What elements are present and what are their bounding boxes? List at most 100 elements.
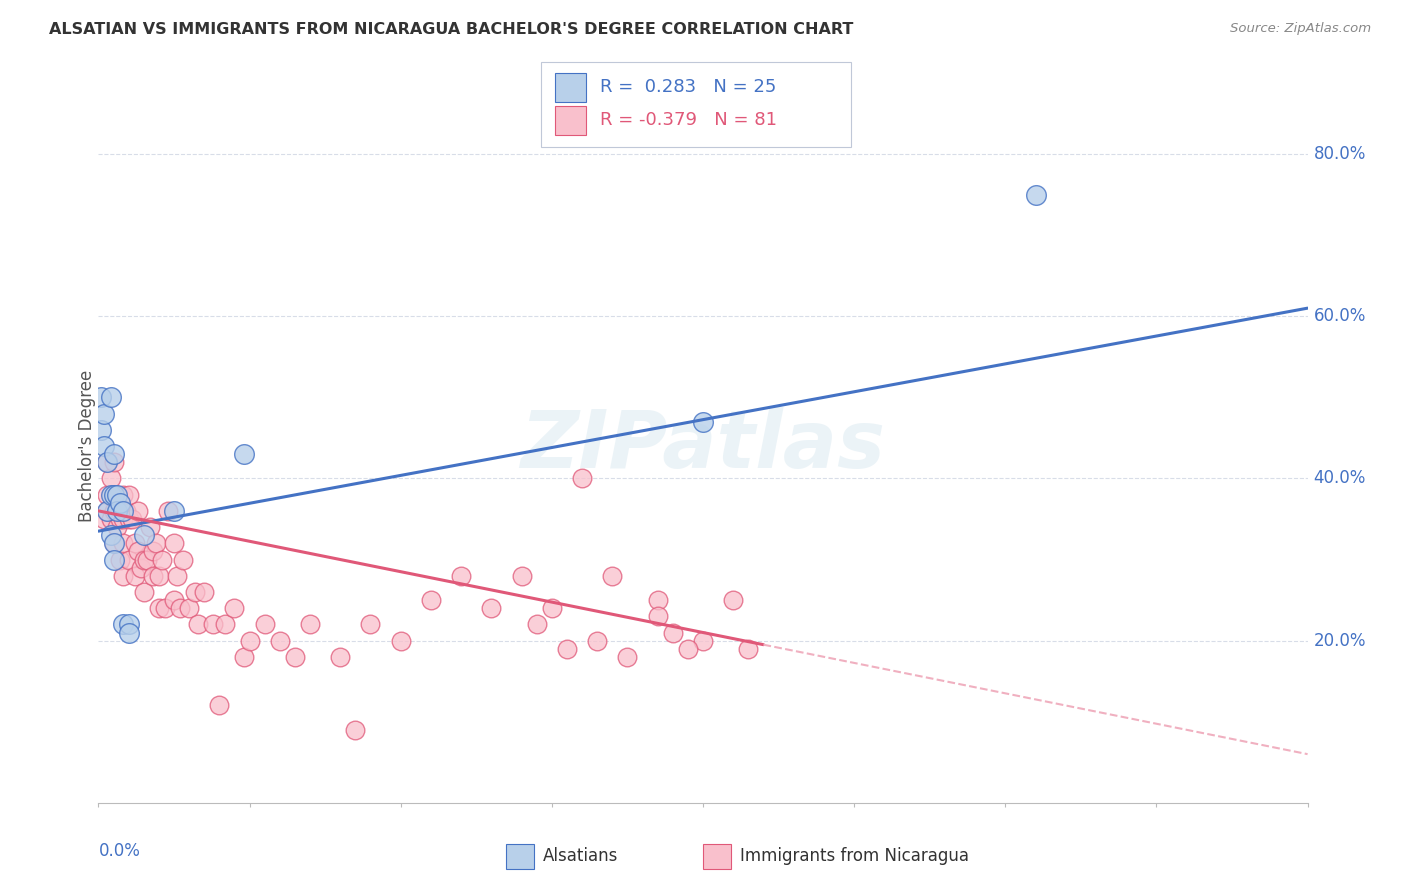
Point	[127, 544, 149, 558]
Point	[93, 512, 115, 526]
Point	[96, 504, 118, 518]
Point	[142, 544, 165, 558]
Point	[108, 504, 131, 518]
Point	[96, 455, 118, 469]
Point	[526, 617, 548, 632]
Point	[329, 649, 352, 664]
Point	[344, 723, 367, 737]
Point	[172, 552, 194, 566]
Point	[103, 504, 125, 518]
Point	[103, 455, 125, 469]
Point	[481, 601, 503, 615]
Point	[602, 568, 624, 582]
Point	[111, 568, 134, 582]
Point	[111, 512, 134, 526]
Point	[96, 488, 118, 502]
Point	[124, 568, 146, 582]
Point	[169, 601, 191, 615]
Point	[540, 601, 562, 615]
Point	[105, 504, 128, 518]
Point	[148, 568, 170, 582]
Y-axis label: Bachelor's Degree: Bachelor's Degree	[79, 370, 96, 522]
Point	[214, 617, 236, 632]
Point	[616, 649, 638, 664]
Point	[100, 512, 122, 526]
Point	[90, 390, 112, 404]
Point	[253, 617, 276, 632]
Text: Source: ZipAtlas.com: Source: ZipAtlas.com	[1230, 22, 1371, 36]
Point	[224, 601, 246, 615]
Point	[105, 488, 128, 502]
Point	[232, 447, 254, 461]
Point	[103, 447, 125, 461]
Point	[100, 528, 122, 542]
Point	[571, 471, 593, 485]
Text: R =  0.283   N = 25: R = 0.283 N = 25	[600, 78, 776, 96]
Point	[105, 520, 128, 534]
Point	[661, 625, 683, 640]
Point	[555, 641, 578, 656]
Point	[737, 641, 759, 656]
Point	[108, 512, 131, 526]
Point	[118, 512, 141, 526]
Point	[299, 617, 322, 632]
Point	[692, 415, 714, 429]
Point	[121, 512, 143, 526]
Text: Alsatians: Alsatians	[543, 847, 619, 865]
Point	[360, 617, 382, 632]
Point	[232, 649, 254, 664]
Point	[135, 552, 157, 566]
Point	[676, 641, 699, 656]
Point	[156, 504, 179, 518]
Point	[389, 633, 412, 648]
Text: ALSATIAN VS IMMIGRANTS FROM NICARAGUA BACHELOR'S DEGREE CORRELATION CHART: ALSATIAN VS IMMIGRANTS FROM NICARAGUA BA…	[49, 22, 853, 37]
Point	[111, 504, 134, 518]
Point	[108, 552, 131, 566]
Text: R = -0.379   N = 81: R = -0.379 N = 81	[600, 112, 778, 129]
Text: 80.0%: 80.0%	[1313, 145, 1367, 163]
Point	[208, 698, 231, 713]
Point	[132, 585, 155, 599]
Point	[111, 617, 134, 632]
Point	[118, 488, 141, 502]
Point	[118, 552, 141, 566]
Point	[90, 423, 112, 437]
Point	[93, 439, 115, 453]
Point	[239, 633, 262, 648]
Point	[93, 407, 115, 421]
Point	[105, 488, 128, 502]
Text: 0.0%: 0.0%	[98, 842, 141, 860]
Point	[129, 560, 152, 574]
Point	[108, 496, 131, 510]
Point	[132, 528, 155, 542]
Point	[100, 471, 122, 485]
Point	[132, 552, 155, 566]
Point	[111, 536, 134, 550]
Text: 60.0%: 60.0%	[1313, 307, 1367, 326]
Point	[103, 536, 125, 550]
Text: 20.0%: 20.0%	[1313, 632, 1367, 649]
Point	[103, 552, 125, 566]
Point	[202, 617, 225, 632]
Point	[647, 593, 669, 607]
Point	[647, 609, 669, 624]
Point	[166, 568, 188, 582]
Point	[163, 593, 186, 607]
Point	[96, 455, 118, 469]
Point	[103, 536, 125, 550]
Point	[96, 504, 118, 518]
Text: Immigrants from Nicaragua: Immigrants from Nicaragua	[740, 847, 969, 865]
Point	[150, 552, 173, 566]
Point	[127, 504, 149, 518]
Point	[118, 617, 141, 632]
Text: 40.0%: 40.0%	[1313, 469, 1367, 487]
Point	[450, 568, 472, 582]
Point	[100, 488, 122, 502]
Text: ZIPatlas: ZIPatlas	[520, 407, 886, 485]
Point	[103, 488, 125, 502]
Point	[114, 504, 136, 518]
Point	[111, 488, 134, 502]
Point	[1024, 187, 1046, 202]
Point	[163, 504, 186, 518]
Point	[586, 633, 609, 648]
